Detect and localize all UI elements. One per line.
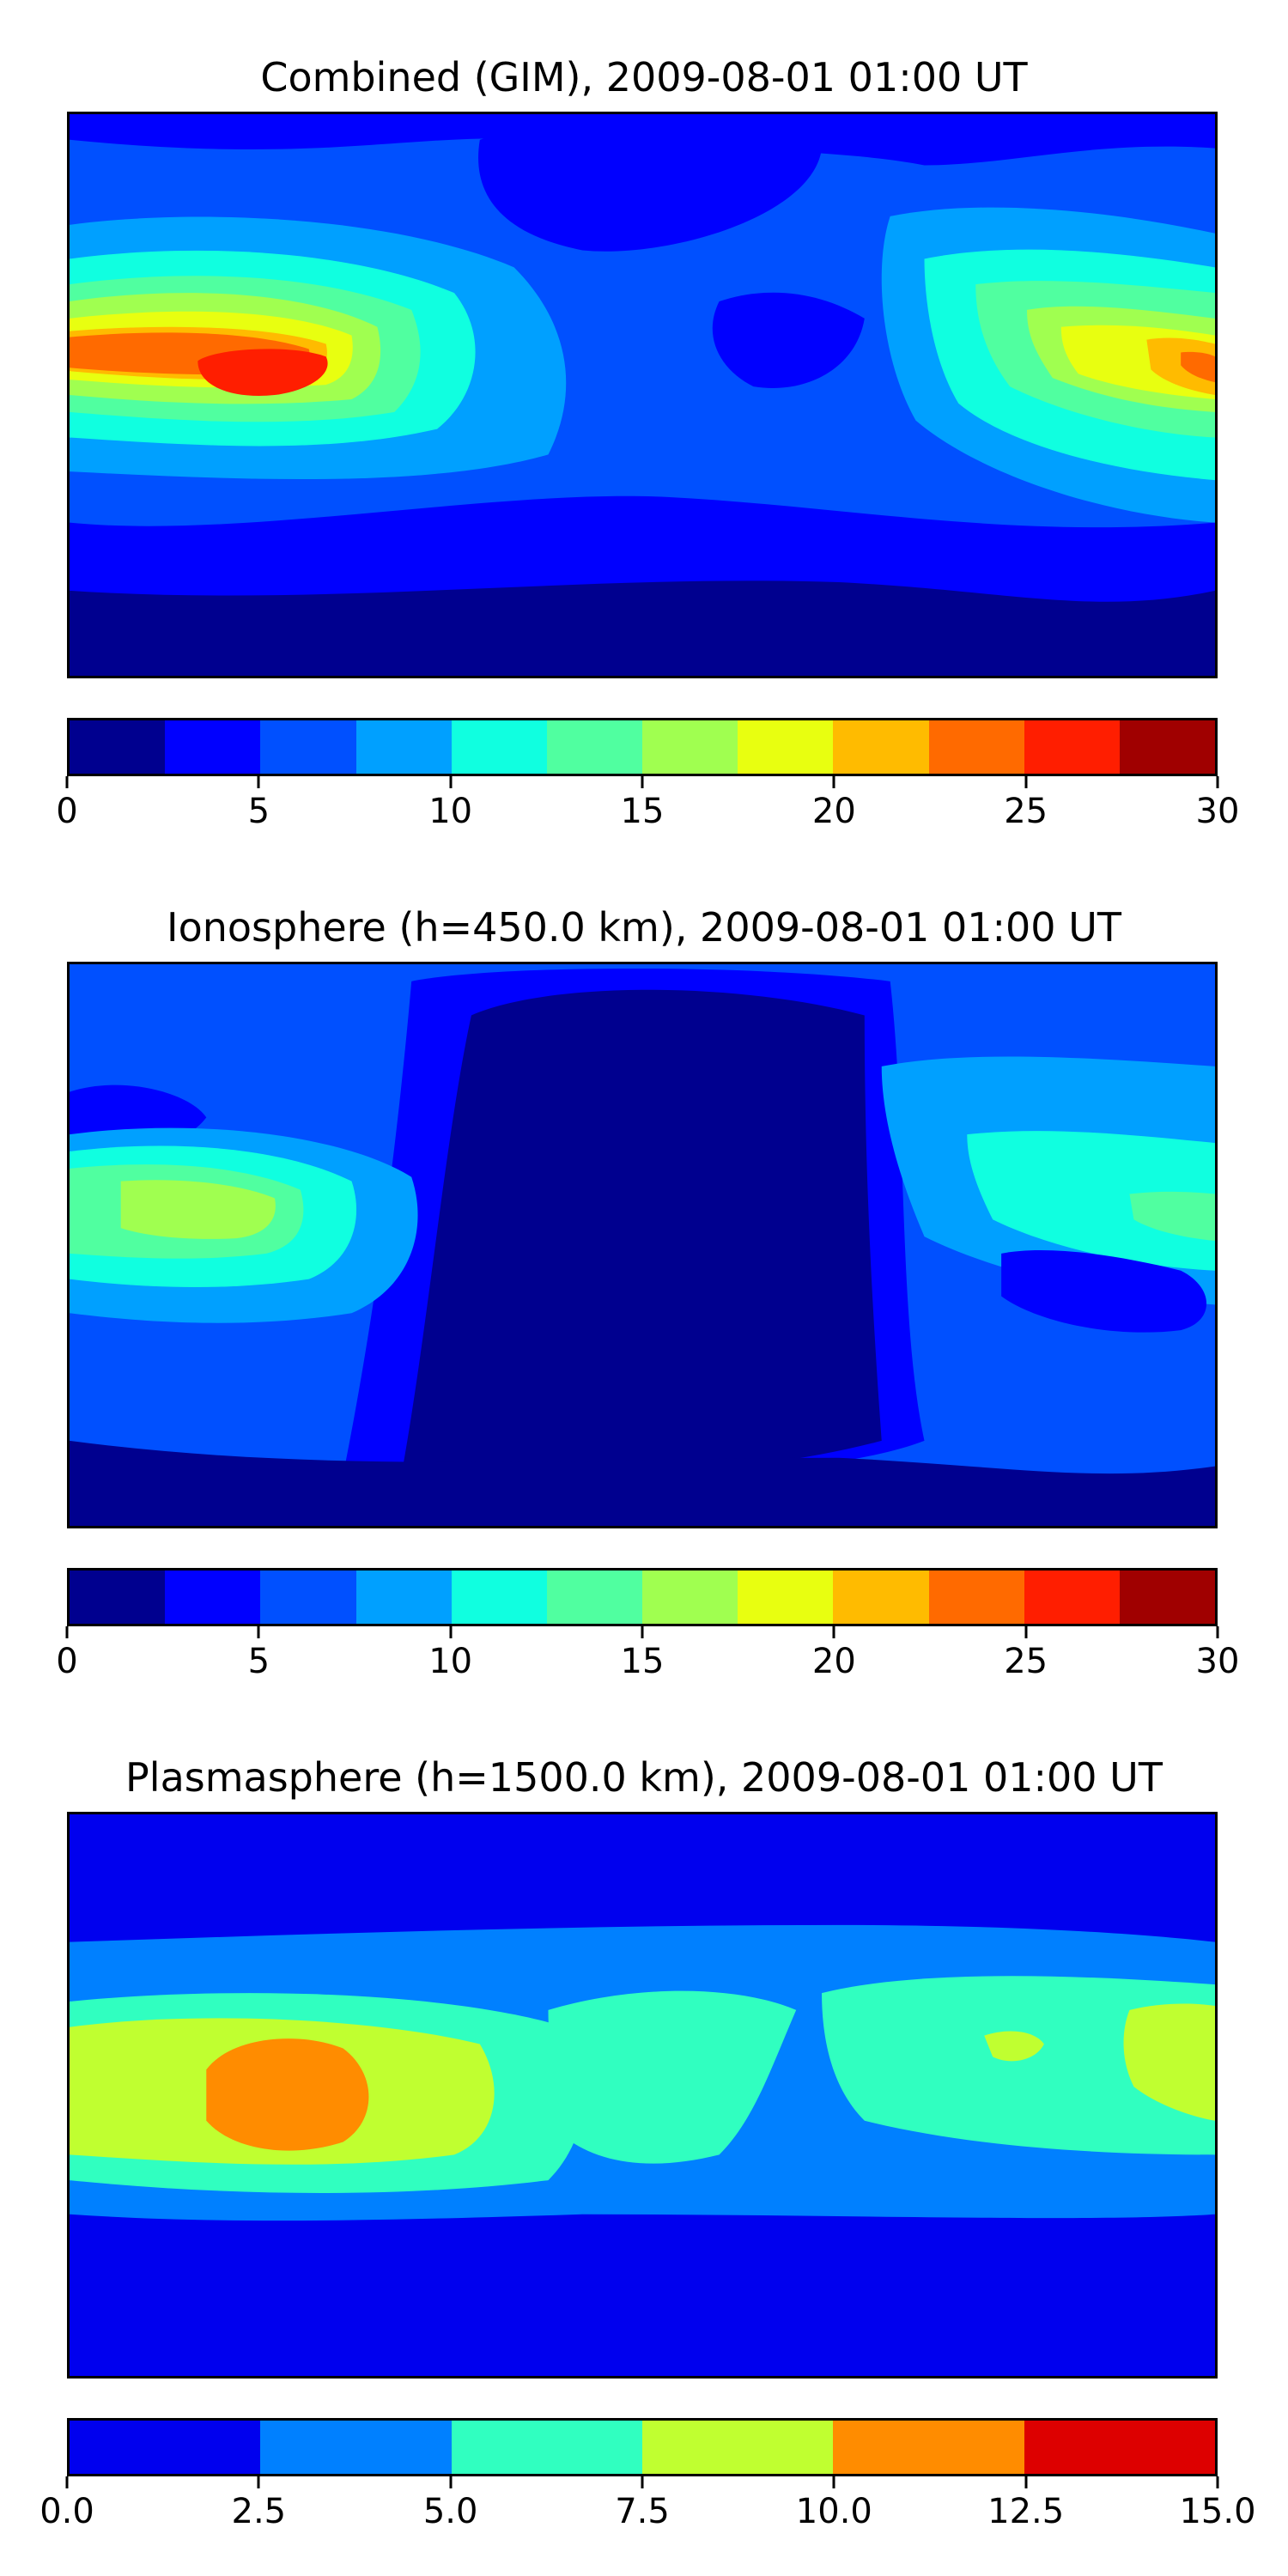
colorbar-tick-label: 25 [1004,792,1048,831]
map-contours [70,114,1215,676]
colorbar-segment [70,1571,166,1624]
colorbar-tick-label: 25 [1004,1642,1048,1681]
colorbar-ticks: 0 5 10 15 20 25 30 [56,1626,1239,1681]
colorbar-tick-label: 2.5 [231,2492,287,2531]
colorbar-tick-label: 30 [1195,1642,1240,1681]
colorbar-segment [70,720,166,774]
colorbar-segment [165,1571,261,1624]
colorbar-segment [1024,1571,1120,1624]
colorbar-tick-label: 0 [56,1642,78,1681]
colorbar-tick-label: 12.5 [987,2492,1065,2531]
colorbar-tick-label: 30 [1195,792,1240,831]
colorbar [67,2418,1218,2476]
panel-title: Combined (GIM), 2009-08-01 01:00 UT [260,54,1028,100]
panel-title: Plasmasphere (h=1500.0 km), 2009-08-01 0… [125,1754,1163,1801]
colorbar-segment [1024,720,1120,774]
colorbar-tick-label: 0.0 [39,2492,94,2531]
colorbar-segment [833,2421,1024,2474]
tec-map-combined [67,112,1218,678]
colorbar-tick-label: 5 [247,792,270,831]
colorbar-segment [1024,2421,1215,2474]
panel-title: Ionosphere (h=450.0 km), 2009-08-01 01:0… [167,904,1121,951]
colorbar-segment [260,720,356,774]
colorbar-tick-label: 15 [620,792,665,831]
colorbar-segment [451,720,547,774]
colorbar-segment [546,720,643,774]
colorbar-segment [451,2421,642,2474]
colorbar-segment [355,720,452,774]
map-contours [70,1814,1215,2376]
colorbar-segment [260,2421,452,2474]
colorbar-tick-label: 10.0 [795,2492,872,2531]
colorbar-ticks: 0 5 10 15 20 25 30 [56,776,1239,831]
colorbar-segment [833,720,929,774]
colorbar-segment [641,2421,834,2474]
tec-map-ionosphere [67,962,1218,1528]
colorbar-segment [738,1571,834,1624]
colorbar-segment [165,720,261,774]
colorbar-ticks: 0.0 2.5 5.0 7.5 10.0 12.5 15.0 [39,2476,1256,2531]
colorbar-segment [738,720,834,774]
colorbar-segment [833,1571,929,1624]
colorbar-tick-label: 5.0 [422,2492,478,2531]
colorbar-tick-label: 20 [811,1642,856,1681]
colorbar-segment [1119,720,1216,774]
colorbar-tick-label: 15 [620,1642,665,1681]
map-contours [70,964,1215,1526]
colorbar-tick-label: 0 [56,792,78,831]
colorbar-segment [70,2421,261,2474]
colorbar-segment [1119,1571,1216,1624]
tec-map-plasmasphere [67,1812,1218,2379]
colorbar-tick-label: 5 [247,1642,270,1681]
colorbar-tick-label: 7.5 [615,2492,670,2531]
colorbar-tick-label: 10 [428,1642,473,1681]
colorbar-segment [642,720,738,774]
colorbar-tick-label: 10 [428,792,473,831]
colorbar-tick-label: 20 [811,792,856,831]
colorbar-segment [355,1571,452,1624]
colorbar-segment [928,1571,1024,1624]
colorbar-tick-label: 15.0 [1179,2492,1256,2531]
colorbar-segment [546,1571,643,1624]
colorbar-segment [260,1571,356,1624]
colorbar-segment [642,1571,738,1624]
colorbar-segment [928,720,1024,774]
colorbar [67,1568,1218,1626]
colorbar [67,718,1218,776]
colorbar-segment [451,1571,547,1624]
